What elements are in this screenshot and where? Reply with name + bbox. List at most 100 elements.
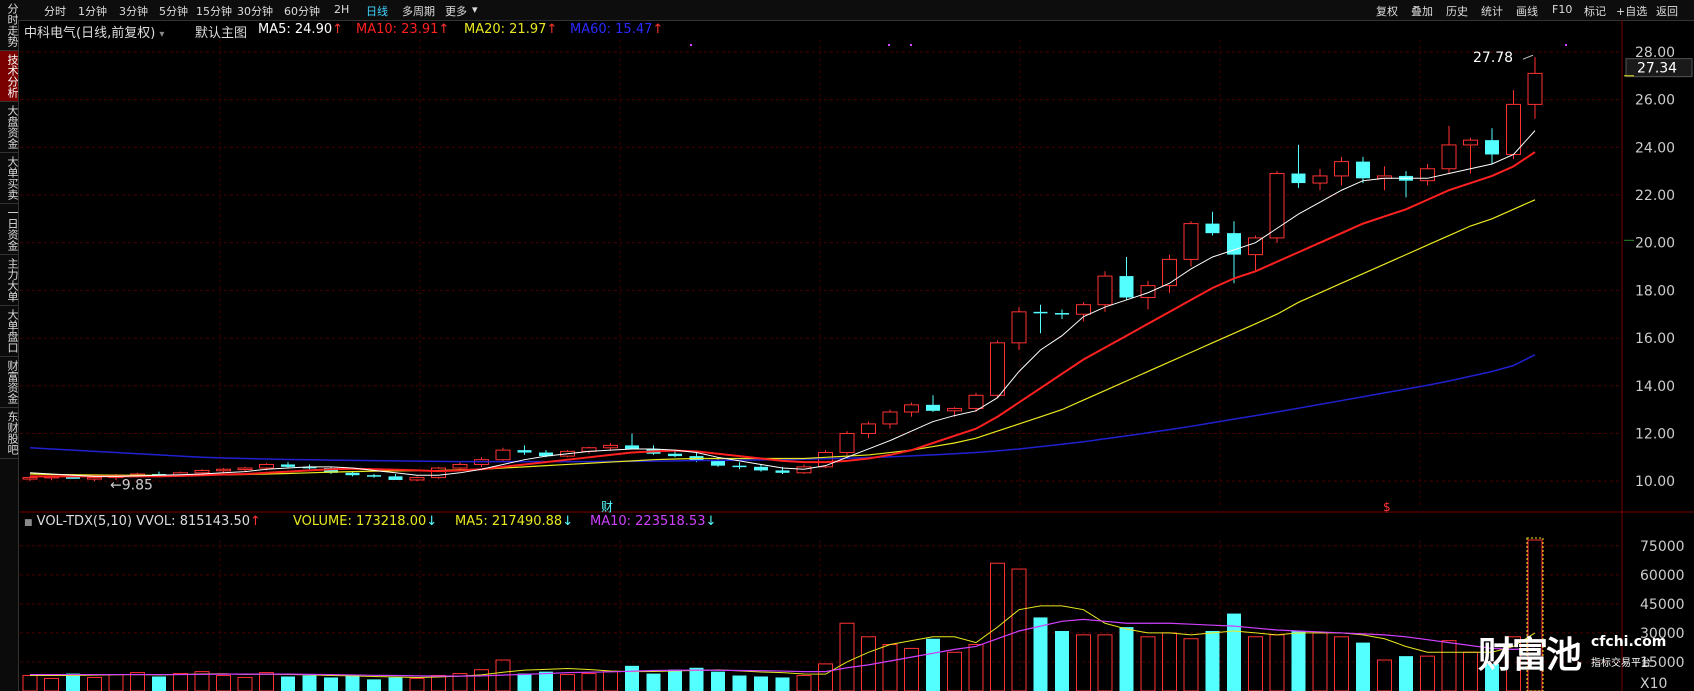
chart-title: 中科电气(日线,前复权) ▾ (24, 22, 164, 41)
candle-body (818, 452, 833, 468)
finance-event-marker[interactable]: 财 (601, 500, 613, 514)
timeframe-tab[interactable]: 5分钟 (159, 5, 188, 18)
volume-bar (968, 644, 984, 691)
volume-bar (1291, 630, 1306, 691)
left-nav-item[interactable]: 分时走势 (0, 0, 19, 51)
volume-legend-ma10: MA10: 223518.53↓ (590, 514, 716, 529)
volume-bar (560, 674, 575, 691)
toolbar-button[interactable]: +自选 (1616, 5, 1648, 18)
price-tick-label: 20.00 (1635, 236, 1675, 252)
volume-bar (1269, 634, 1285, 691)
volume-bar (281, 676, 295, 691)
toolbar-button[interactable]: 叠加 (1411, 5, 1433, 18)
candle-body (1097, 275, 1113, 306)
candle-body (732, 465, 747, 468)
volume-bar (22, 675, 38, 691)
volume-bar (1527, 539, 1543, 691)
left-nav-item[interactable]: 大单盘口 (0, 306, 19, 357)
volume-bar (603, 671, 618, 691)
timeframe-tab[interactable]: 60分钟 (284, 5, 320, 18)
volume-bar (1183, 638, 1199, 691)
candle-body (87, 477, 102, 480)
candle-body (1119, 276, 1134, 298)
signal-dot (910, 44, 912, 46)
candle-body (22, 477, 38, 480)
volume-bar (1485, 663, 1499, 691)
toolbar-button[interactable]: 标记 (1584, 5, 1606, 18)
legend-ma5: MA5: 24.90↑ (258, 22, 343, 37)
candle-body (1227, 233, 1241, 255)
arrow-up-icon: ↑ (652, 22, 664, 37)
timeframe-tab[interactable]: 2H (334, 3, 350, 16)
volume-ma5-line (30, 605, 1536, 678)
candle-body (1420, 168, 1435, 182)
stock-title: 中科电气(日线,前复权) (24, 26, 156, 41)
volume-bar (625, 665, 639, 691)
volume-bar (796, 675, 812, 691)
toolbar-button[interactable]: F10 (1552, 3, 1573, 16)
candle-body (1485, 140, 1499, 155)
candle-body (1205, 223, 1220, 234)
candle-body (1162, 258, 1177, 287)
volume-bar (1463, 651, 1478, 691)
left-nav-item[interactable]: 技术分析 (0, 51, 19, 102)
timeframe-tab[interactable]: 15分钟 (196, 5, 232, 18)
volume-bar (581, 673, 597, 691)
candle-body (1076, 304, 1091, 315)
ma10-line (30, 151, 1536, 478)
left-nav-item[interactable]: 东财股吧 (0, 408, 19, 459)
volume-bar (1055, 630, 1069, 691)
candle-body (452, 463, 468, 469)
candle-body (302, 466, 317, 469)
top-toolbar: 分时 1分钟 3分钟 5分钟 15分钟 30分钟 60分钟 2H 日线 多周期 更多 ▾ 复权 叠加 历史统… (18, 0, 1694, 21)
ma10-text: MA10: 23.91 (356, 22, 439, 37)
volume-legend-title: ■ VOL-TDX(5,10) VVOL: 815143.50↑ (24, 514, 261, 529)
candle-body (796, 466, 812, 474)
left-nav-item[interactable]: 主力大单 (0, 255, 19, 306)
toolbar-button[interactable]: 返回 (1656, 5, 1678, 18)
timeframe-tab[interactable]: 分时 (44, 5, 66, 18)
toolbar-button[interactable]: 历史 (1446, 5, 1468, 18)
volume-bar (1441, 640, 1457, 691)
price-tick-label: 28.00 (1635, 45, 1675, 61)
timeframe-tab[interactable]: 多周期 (402, 5, 435, 18)
timeframe-tab[interactable]: 1分钟 (78, 5, 107, 18)
chevron-down-icon[interactable]: ▾ (472, 3, 478, 16)
vol-ma10-text: MA10: 223518.53 (590, 514, 706, 529)
volume-bar (904, 647, 919, 691)
price-tick-label: 12.00 (1635, 426, 1675, 442)
toolbar-button[interactable]: 统计 (1481, 5, 1503, 18)
watermark-slogan: 指标交易平台 (1591, 658, 1651, 669)
timeframe-tab[interactable]: 更多 (445, 5, 467, 18)
left-nav-item[interactable]: 财富资金 (0, 357, 19, 408)
left-nav-item[interactable]: 一日资金 (0, 204, 19, 255)
volume-bar (237, 676, 253, 691)
candle-body (1183, 223, 1199, 260)
main-indicator-label[interactable]: 默认主图 (195, 22, 247, 41)
volume-bar (1097, 634, 1113, 691)
volume-bar (345, 674, 360, 691)
volume-bar (926, 638, 940, 691)
price-tick-label: 18.00 (1635, 283, 1675, 299)
candle-body (1291, 173, 1306, 184)
volume-bar (259, 672, 274, 691)
vol-volume-text: VOLUME: 173218.00 (293, 514, 427, 529)
dropdown-icon[interactable]: ▾ (159, 29, 165, 40)
volume-bar (990, 562, 1005, 691)
left-nav-item[interactable]: 大单买卖 (0, 153, 19, 204)
candle-body (1463, 139, 1478, 146)
timeframe-tab[interactable]: 日线 (366, 5, 388, 18)
timeframe-tab[interactable]: 3分钟 (119, 5, 148, 18)
candle-body (259, 463, 274, 469)
volume-tick-label: 75000 (1640, 539, 1685, 555)
signal-dot (1565, 44, 1567, 46)
volume-bar (367, 679, 381, 691)
timeframe-tab[interactable]: 30分钟 (237, 5, 273, 18)
left-nav-item[interactable]: 大盘资金 (0, 102, 19, 153)
event-marker[interactable]: $ (1383, 500, 1391, 514)
volume-bar (130, 672, 145, 691)
toolbar-button[interactable]: 画线 (1516, 5, 1538, 18)
toolbar-button[interactable]: 复权 (1376, 5, 1398, 18)
volume-highlight (1526, 537, 1544, 691)
